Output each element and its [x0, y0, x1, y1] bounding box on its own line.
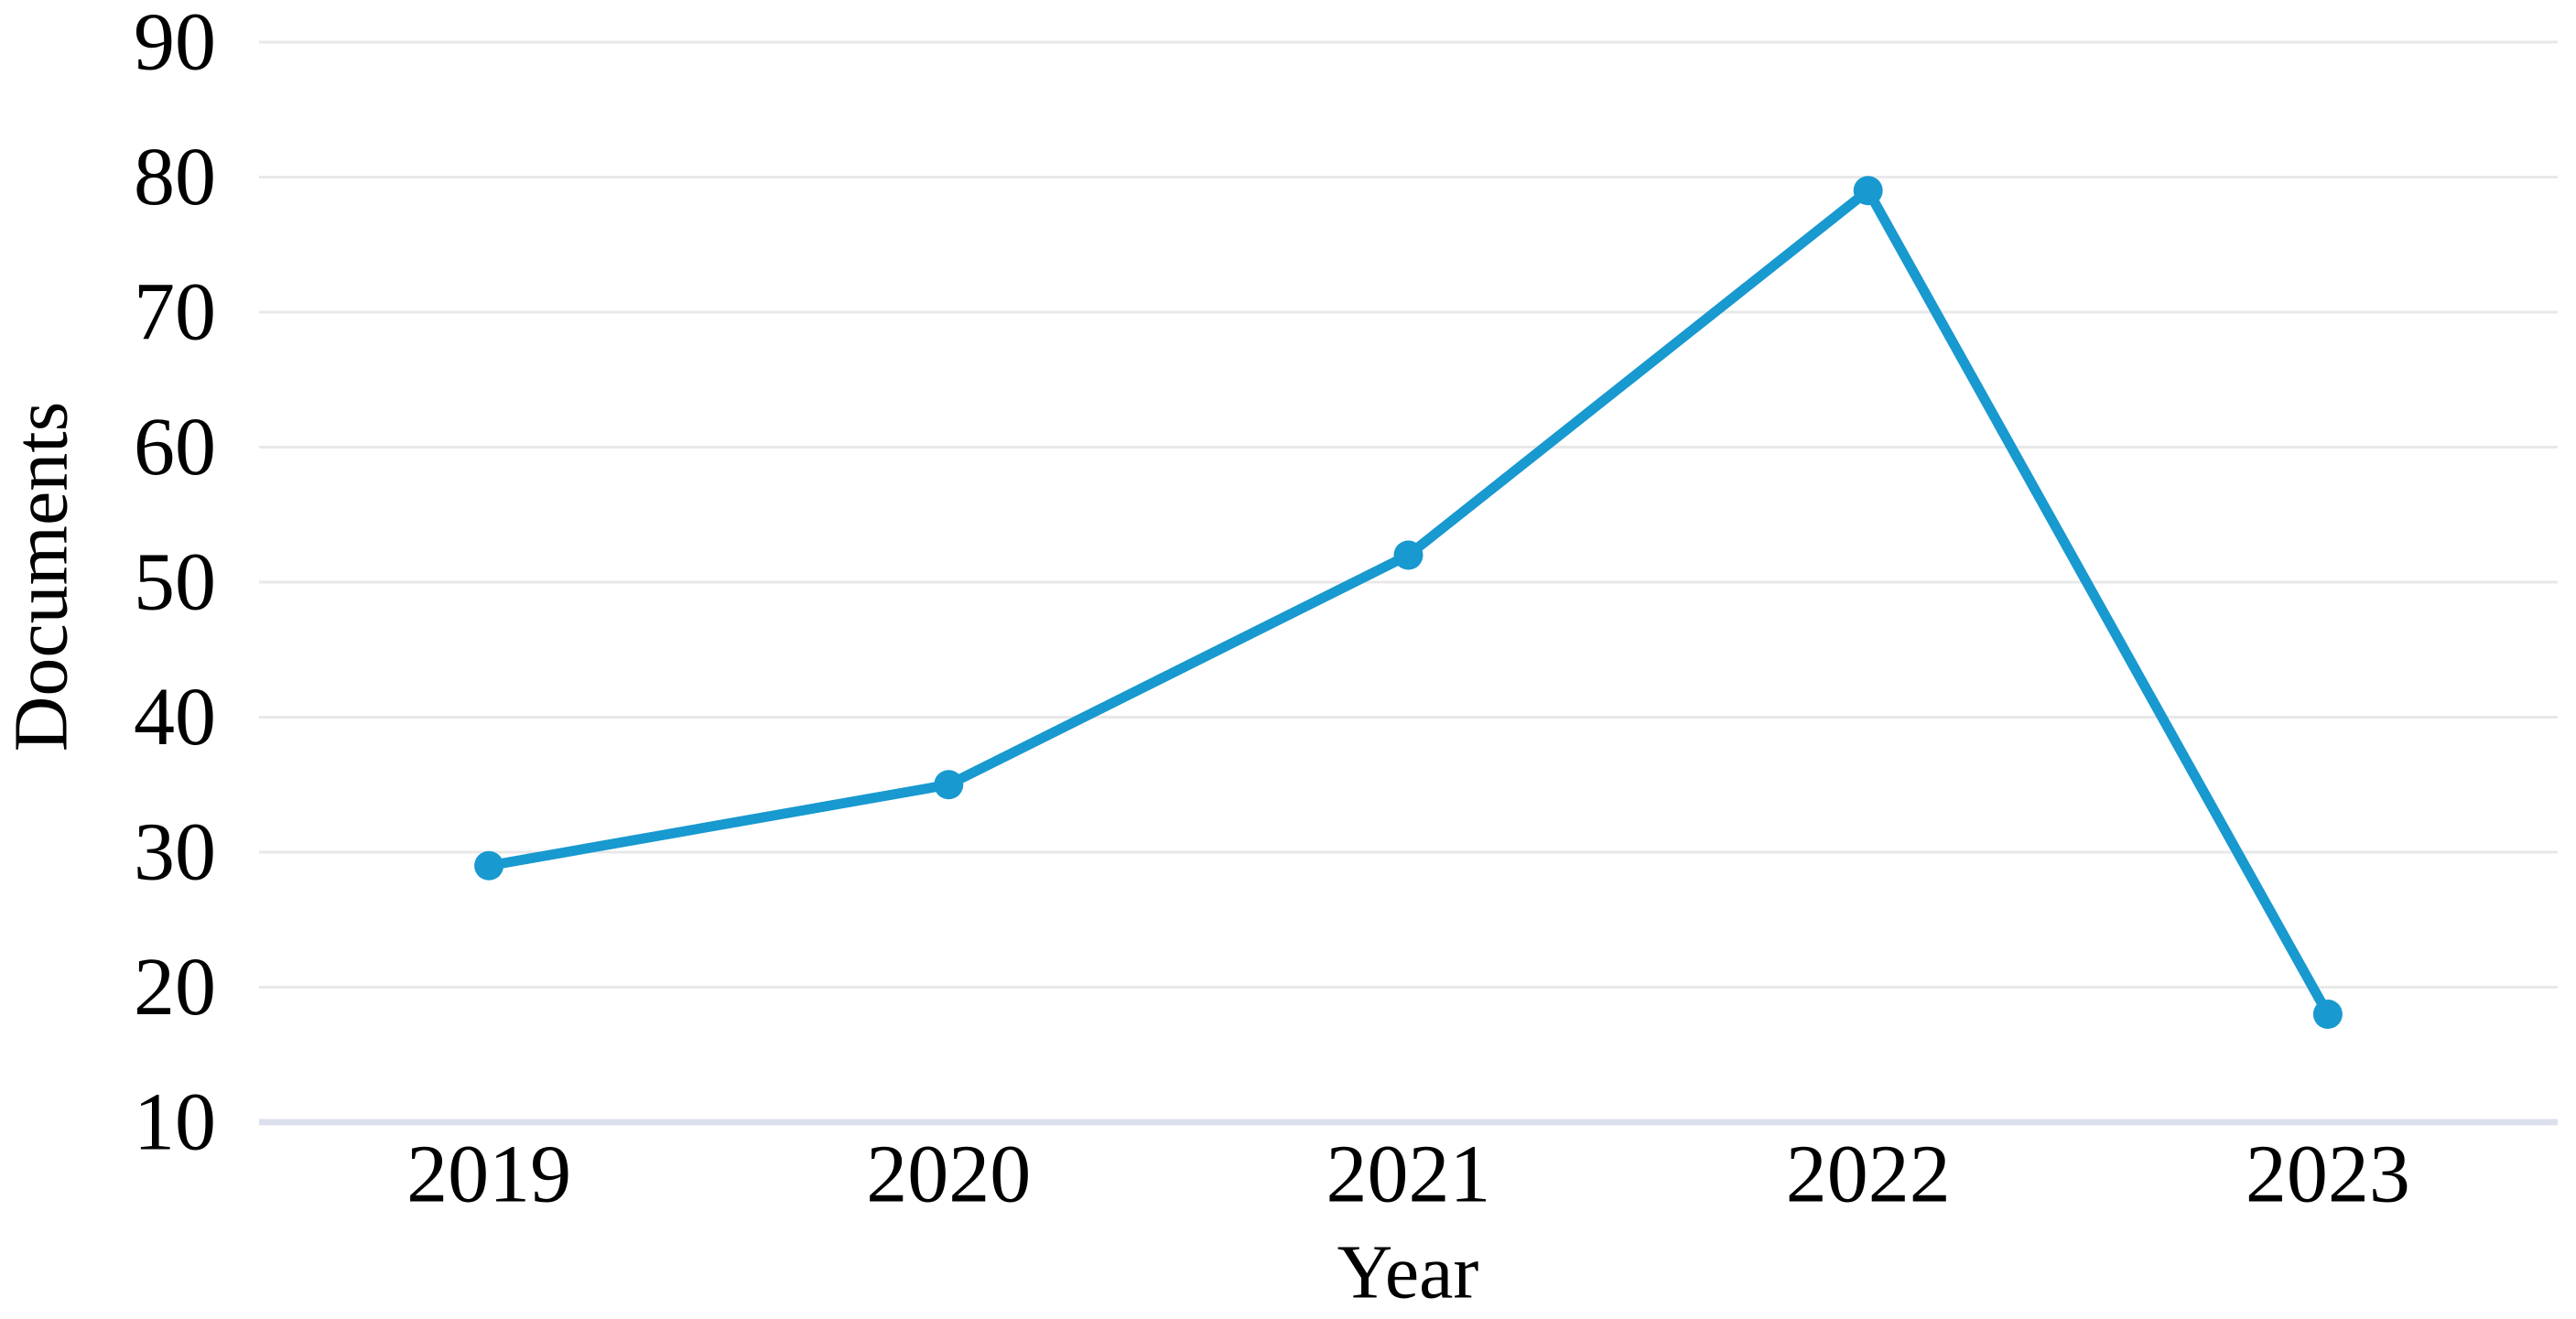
- data-point-marker: [2312, 1000, 2343, 1029]
- y-tick-label: 90: [134, 0, 216, 88]
- x-axis-title: Year: [1337, 1230, 1479, 1315]
- x-tick-label: 2022: [1786, 1130, 1951, 1220]
- y-tick-label: 30: [134, 807, 216, 898]
- data-point-marker: [1853, 176, 1883, 206]
- y-tick-label: 10: [134, 1077, 216, 1168]
- data-point-marker: [1393, 540, 1423, 570]
- data-point-marker: [474, 850, 504, 881]
- y-tick-label: 60: [134, 402, 216, 492]
- y-tick-label: 80: [134, 132, 216, 222]
- x-axis-tick-labels: 2019 2020 2021 2022 2023: [406, 1130, 2410, 1220]
- x-tick-label: 2020: [866, 1130, 1031, 1220]
- series-line: [483, 185, 2333, 1020]
- x-tick-label: 2021: [1326, 1130, 1491, 1220]
- y-axis-title: Documents: [0, 402, 84, 752]
- x-tick-label: 2019: [406, 1130, 571, 1220]
- x-tick-label: 2023: [2246, 1130, 2410, 1220]
- y-tick-label: 40: [134, 672, 216, 762]
- data-point-marker: [934, 770, 964, 800]
- y-axis-tick-labels: 90 80 70 60 50 40 30 20 10: [134, 0, 216, 1168]
- data-series: [474, 176, 2343, 1029]
- y-tick-label: 70: [134, 267, 216, 358]
- gridlines: [259, 40, 2558, 1126]
- y-tick-label: 50: [134, 537, 216, 628]
- y-tick-label: 20: [134, 942, 216, 1032]
